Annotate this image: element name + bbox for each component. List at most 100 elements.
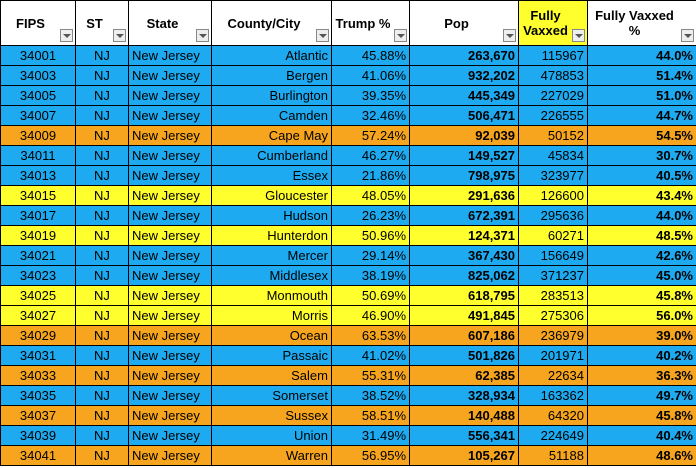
filter-button[interactable] — [316, 29, 329, 42]
cell: 34001 — [0, 45, 76, 66]
filter-button[interactable] — [196, 29, 209, 42]
cell: New Jersey — [128, 325, 212, 346]
column-header: State — [128, 0, 212, 46]
cell: NJ — [75, 105, 129, 126]
cell: NJ — [75, 305, 129, 326]
cell: New Jersey — [128, 425, 212, 446]
cell: 42.6% — [587, 245, 696, 266]
cell: 328,934 — [409, 385, 519, 406]
cell: 29.14% — [331, 245, 410, 266]
cell: 56.95% — [331, 445, 410, 466]
cell: 41.02% — [331, 345, 410, 366]
cell: 618,795 — [409, 285, 519, 306]
cell: 50.96% — [331, 225, 410, 246]
cell: 105,267 — [409, 445, 519, 466]
cell: Morris — [211, 305, 332, 326]
cell: Passaic — [211, 345, 332, 366]
cell: 149,527 — [409, 145, 519, 166]
filter-button[interactable] — [394, 29, 407, 42]
cell: 45.88% — [331, 45, 410, 66]
data-row: 34019 NJ New Jersey Hunterdon 50.96% 124,371 6… — [0, 225, 696, 246]
cell: NJ — [75, 45, 129, 66]
cell: Essex — [211, 165, 332, 186]
cell: 34005 — [0, 85, 76, 106]
cell: 798,975 — [409, 165, 519, 186]
column-header: County/City — [211, 0, 332, 46]
cell: 48.05% — [331, 185, 410, 206]
cell: 226555 — [518, 105, 588, 126]
cell: 607,186 — [409, 325, 519, 346]
header-row: FIPS ST State County/City Trump % Pop Fully Va… — [0, 0, 696, 46]
cell: New Jersey — [128, 345, 212, 366]
cell: 34003 — [0, 65, 76, 86]
cell: 323977 — [518, 165, 588, 186]
cell: NJ — [75, 125, 129, 146]
cell: 291,636 — [409, 185, 519, 206]
data-row: 34039 NJ New Jersey Union 31.49% 556,341 22464… — [0, 425, 696, 446]
cell: 34025 — [0, 285, 76, 306]
cell: 92,039 — [409, 125, 519, 146]
cell: 39.0% — [587, 325, 696, 346]
cell: NJ — [75, 85, 129, 106]
cell: 48.6% — [587, 445, 696, 466]
cell: 57.24% — [331, 125, 410, 146]
cell: 41.06% — [331, 65, 410, 86]
cell: 46.90% — [331, 305, 410, 326]
data-row: 34013 NJ New Jersey Essex 21.86% 798,975 32397… — [0, 165, 696, 186]
cell: 275306 — [518, 305, 588, 326]
filter-button[interactable] — [60, 29, 73, 42]
cell: New Jersey — [128, 125, 212, 146]
cell: Middlesex — [211, 265, 332, 286]
cell: 115967 — [518, 45, 588, 66]
table-body: 34001 NJ New Jersey Atlantic 45.88% 263,670 11… — [0, 45, 696, 466]
cell: 478853 — [518, 65, 588, 86]
cell: New Jersey — [128, 225, 212, 246]
cell: 22634 — [518, 365, 588, 386]
cell: 21.86% — [331, 165, 410, 186]
filter-button[interactable] — [681, 29, 694, 42]
cell: 40.2% — [587, 345, 696, 366]
cell: Hudson — [211, 205, 332, 226]
cell: 31.49% — [331, 425, 410, 446]
cell: 46.27% — [331, 145, 410, 166]
filter-button[interactable] — [113, 29, 126, 42]
cell: Gloucester — [211, 185, 332, 206]
cell: New Jersey — [128, 145, 212, 166]
cell: New Jersey — [128, 165, 212, 186]
cell: New Jersey — [128, 205, 212, 226]
cell: 236979 — [518, 325, 588, 346]
filter-button[interactable] — [503, 29, 516, 42]
cell: 34013 — [0, 165, 76, 186]
cell: 34011 — [0, 145, 76, 166]
cell: 491,845 — [409, 305, 519, 326]
cell: 58.51% — [331, 405, 410, 426]
cell: NJ — [75, 365, 129, 386]
data-row: 34009 NJ New Jersey Cape May 57.24% 92,039 501… — [0, 125, 696, 146]
header-text: Pop — [444, 15, 469, 31]
cell: 51.0% — [587, 85, 696, 106]
cell: 44.0% — [587, 45, 696, 66]
cell: 40.4% — [587, 425, 696, 446]
cell: 44.7% — [587, 105, 696, 126]
cell: 34029 — [0, 325, 76, 346]
header-text: Fully Vaxxed % — [595, 8, 674, 38]
data-row: 34005 NJ New Jersey Burlington 39.35% 445,349… — [0, 85, 696, 106]
data-row: 34029 NJ New Jersey Ocean 63.53% 607,186 23697… — [0, 325, 696, 346]
cell: 48.5% — [587, 225, 696, 246]
cell: 34017 — [0, 205, 76, 226]
cell: 44.0% — [587, 205, 696, 226]
cell: 64320 — [518, 405, 588, 426]
data-row: 34023 NJ New Jersey Middlesex 38.19% 825,062 3… — [0, 265, 696, 286]
cell: Monmouth — [211, 285, 332, 306]
data-row: 34003 NJ New Jersey Bergen 41.06% 932,202 4788… — [0, 65, 696, 86]
cell: 295636 — [518, 205, 588, 226]
cell: 34015 — [0, 185, 76, 206]
cell: NJ — [75, 165, 129, 186]
cell: Burlington — [211, 85, 332, 106]
filter-button[interactable] — [572, 29, 585, 42]
cell: Ocean — [211, 325, 332, 346]
cell: NJ — [75, 185, 129, 206]
cell: 38.52% — [331, 385, 410, 406]
